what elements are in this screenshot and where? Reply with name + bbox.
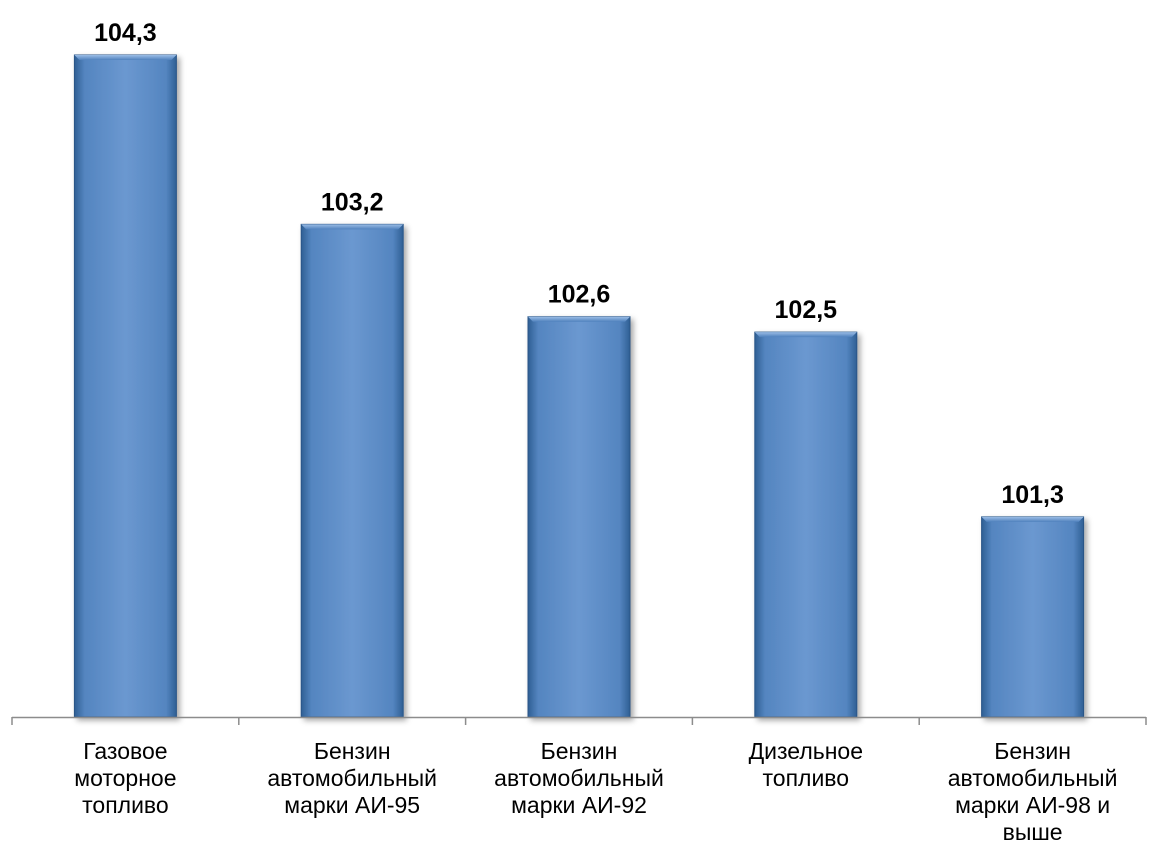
bar-bevel: [981, 516, 1084, 522]
category-labels: Газовое моторное топливо Бензин автомобильны…: [74, 738, 1117, 845]
bar-5: [981, 516, 1085, 718]
data-label: 102,5: [775, 296, 838, 324]
bar-bevel: [74, 55, 177, 60]
bar-3: [527, 316, 631, 718]
bar-4: [754, 331, 858, 718]
category-tick-label: Дизельное топливо: [749, 738, 863, 791]
category-tick-label: Бензин автомобильный марки АИ-92: [494, 738, 664, 818]
bars-layer: [73, 54, 1085, 718]
data-label: 103,2: [321, 188, 384, 216]
data-label: 102,6: [548, 281, 611, 309]
bar-2: [300, 223, 404, 718]
bar-bevel: [528, 316, 630, 322]
bar-bevel: [301, 224, 404, 230]
bar-bevel: [754, 332, 857, 338]
data-label: 101,3: [1001, 481, 1064, 509]
category-tick-label: Газовое моторное топливо: [74, 738, 176, 818]
bar-body: [754, 331, 858, 718]
category-tick-label: Бензин автомобильный марки АИ-98 и выше: [948, 738, 1118, 845]
data-label: 104,3: [94, 19, 157, 47]
x-axis: [11, 716, 1147, 725]
value-labels: 104,3 103,2 102,6 102,5 101,3: [94, 19, 1064, 509]
bar-body: [527, 316, 631, 718]
category-tick-label: Бензин автомобильный марки АИ-95: [267, 738, 437, 818]
bar-body: [300, 223, 404, 718]
bar-body: [73, 54, 177, 718]
bar-1: [73, 54, 177, 718]
bar-body: [981, 516, 1085, 718]
